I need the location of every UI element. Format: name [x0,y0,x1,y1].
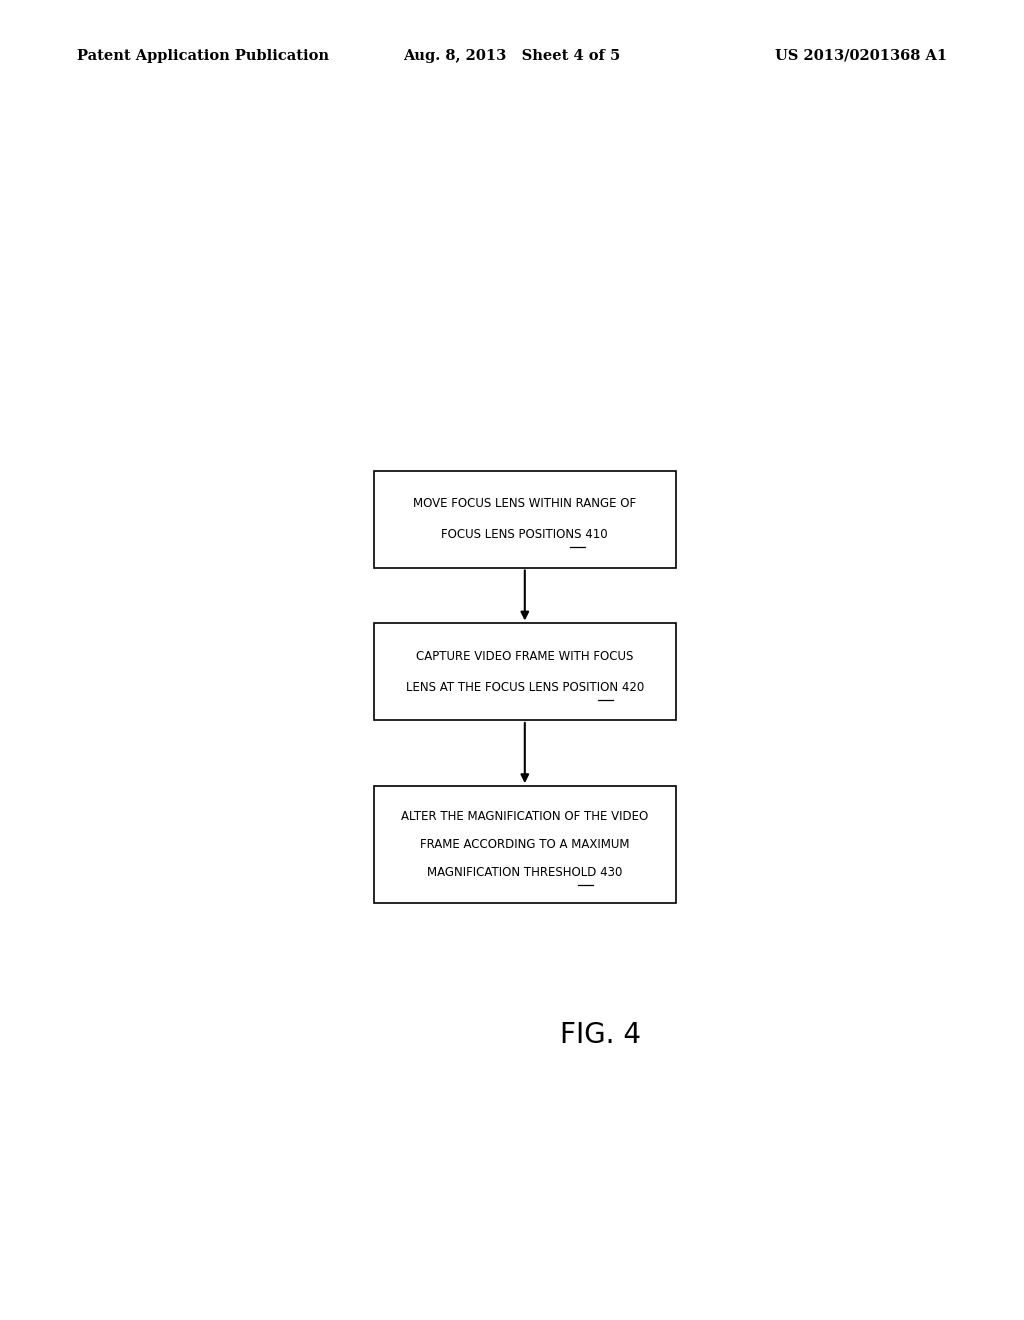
Text: Patent Application Publication: Patent Application Publication [77,49,329,63]
Text: MAGNIFICATION THRESHOLD 430: MAGNIFICATION THRESHOLD 430 [427,866,623,879]
Text: FOCUS LENS POSITIONS 410: FOCUS LENS POSITIONS 410 [441,528,608,541]
Text: ALTER THE MAGNIFICATION OF THE VIDEO: ALTER THE MAGNIFICATION OF THE VIDEO [401,809,648,822]
Text: US 2013/0201368 A1: US 2013/0201368 A1 [775,49,947,63]
Text: Aug. 8, 2013   Sheet 4 of 5: Aug. 8, 2013 Sheet 4 of 5 [403,49,621,63]
Text: CAPTURE VIDEO FRAME WITH FOCUS: CAPTURE VIDEO FRAME WITH FOCUS [416,649,634,663]
Text: MOVE FOCUS LENS WITHIN RANGE OF: MOVE FOCUS LENS WITHIN RANGE OF [414,498,636,510]
Text: LENS AT THE FOCUS LENS POSITION 420: LENS AT THE FOCUS LENS POSITION 420 [406,681,644,694]
Bar [374,785,676,903]
Text: FRAME ACCORDING TO A MAXIMUM: FRAME ACCORDING TO A MAXIMUM [420,838,630,851]
Text: FIG. 4: FIG. 4 [560,1020,641,1048]
Bar [374,471,676,568]
Bar [374,623,676,719]
